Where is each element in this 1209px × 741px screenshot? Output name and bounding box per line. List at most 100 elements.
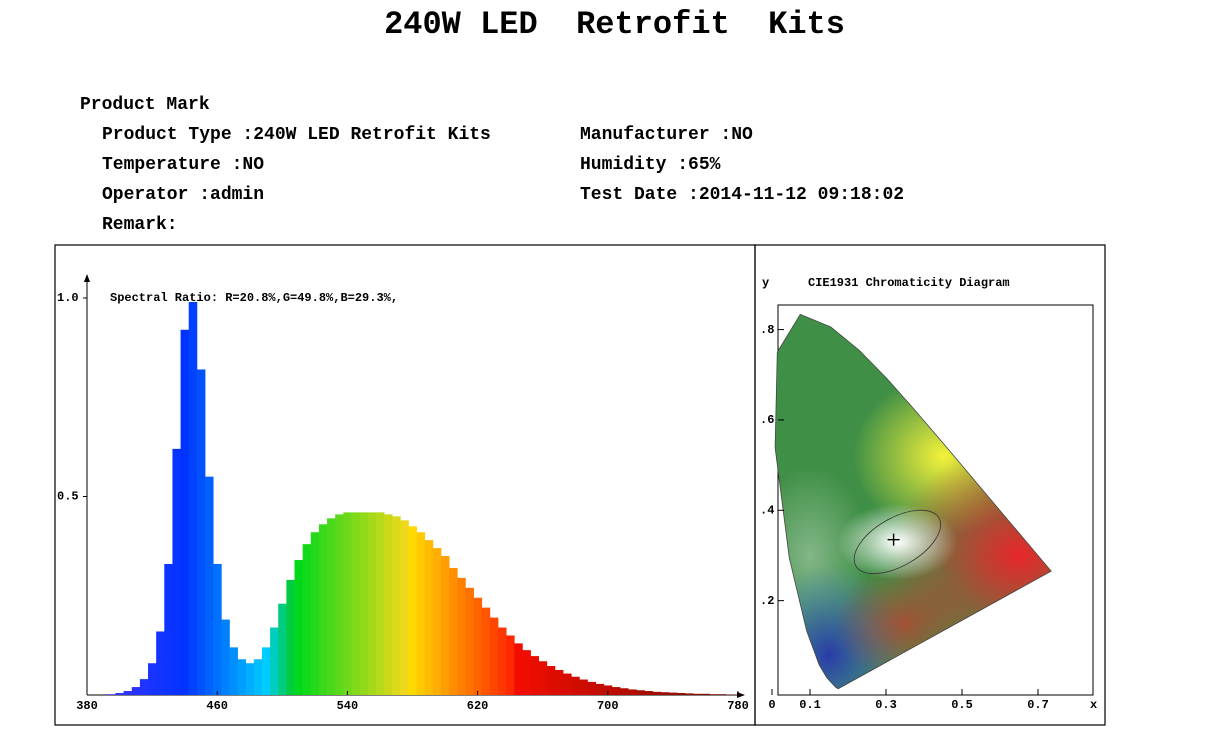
- spectrum-bar: [685, 693, 694, 695]
- spectrum-bar: [538, 661, 548, 695]
- x-tick-label: 780: [727, 699, 749, 713]
- spectrum-bar: [172, 448, 181, 695]
- section-heading: Product Mark: [80, 95, 210, 115]
- field: Temperature :NO: [102, 155, 265, 175]
- spectrum-bar: [465, 587, 474, 695]
- spectrum-bar: [392, 516, 401, 695]
- x-tick-label: 0.5: [951, 698, 973, 712]
- spectrum-bar: [327, 518, 336, 695]
- field: Humidity :65%: [580, 155, 721, 175]
- spectrum-bar: [579, 679, 588, 695]
- spectrum-bar: [652, 691, 662, 695]
- spectrum-bar: [554, 669, 564, 695]
- spectrum-bar: [384, 514, 393, 695]
- field: Product Type :240W LED Retrofit Kits: [102, 125, 491, 145]
- spectrum-bar: [221, 619, 230, 695]
- spectrum-bar: [164, 563, 173, 695]
- spectrum-bar: [229, 647, 238, 695]
- field: Manufacturer :NO: [580, 125, 753, 145]
- spectrum-bar: [237, 659, 247, 695]
- spectrum-bar: [107, 694, 116, 695]
- x-tick-label: 380: [76, 699, 98, 713]
- spectrum-bar: [302, 544, 312, 695]
- spectrum-bar: [595, 683, 605, 695]
- y-tick-label: .2: [760, 594, 774, 608]
- report-title: 240W LED Retrofit Kits: [384, 6, 845, 43]
- spectrum-bar: [196, 369, 206, 695]
- spectrum-bar: [400, 520, 409, 695]
- spectrum-bar: [489, 617, 499, 695]
- x-tick-label: 0.7: [1027, 698, 1049, 712]
- spectrum-bar: [335, 514, 344, 695]
- spectrum-bar: [213, 563, 222, 695]
- spectrum-bar: [522, 650, 531, 695]
- spectrum-bar: [310, 532, 320, 695]
- spectrum-bar: [188, 301, 198, 695]
- spectrum-bar: [497, 627, 507, 695]
- spectrum-bar: [261, 647, 271, 695]
- x-axis-label: x: [1090, 698, 1097, 712]
- spectrum-bar: [546, 666, 556, 695]
- y-axis-label: y: [762, 276, 769, 290]
- x-tick-label: 0.3: [875, 698, 897, 712]
- spectrum-bar: [408, 526, 417, 695]
- spectrum-bar: [571, 676, 580, 695]
- cie-white: [837, 503, 958, 580]
- spectrum-bar: [148, 663, 157, 695]
- spectrum-bar: [294, 560, 304, 695]
- spectrum-bar: [603, 685, 613, 695]
- spectrum-bar: [270, 627, 279, 695]
- spectrum-bar: [375, 512, 385, 695]
- spectrum-bar: [628, 689, 637, 695]
- x-tick-label: 0.1: [799, 698, 821, 712]
- spectrum-bar: [449, 567, 458, 695]
- spectrum-bar: [424, 540, 434, 695]
- spectrum-bar: [676, 693, 686, 695]
- y-tick-label: 1.0: [57, 291, 79, 305]
- spectrum-bar: [644, 691, 653, 695]
- spectrum-bar: [530, 656, 540, 695]
- spectrum-bar: [156, 631, 165, 695]
- spectrum-bar: [660, 692, 670, 695]
- x-tick-label: 700: [597, 699, 619, 713]
- spectrum-bar: [611, 687, 621, 695]
- spectrum-bar: [343, 512, 352, 695]
- spectrum-bar: [359, 512, 369, 695]
- y-tick-label: .8: [760, 323, 774, 337]
- spectrum-bar: [432, 548, 442, 695]
- spectrum-bar: [131, 687, 141, 695]
- spectrum-bar: [416, 532, 426, 695]
- spectrum-bar: [180, 329, 190, 695]
- spectrum-bar: [563, 673, 572, 695]
- spectrum-bar: [318, 524, 328, 695]
- spectrum-bar: [139, 679, 149, 695]
- spectrum-bar: [278, 603, 287, 695]
- spectrum-bar: [245, 663, 255, 695]
- spectrum-bar: [115, 693, 125, 695]
- cie-colors: [775, 314, 1052, 689]
- x-tick-label: 460: [206, 699, 228, 713]
- spectrum-bar: [123, 691, 133, 695]
- white-region: [853, 509, 942, 575]
- spectrum-bar: [440, 556, 450, 695]
- spectrum-bar: [481, 607, 491, 695]
- x-tick-label: 0: [768, 698, 775, 712]
- cie-frame: [754, 244, 1106, 726]
- cie-pink: [835, 563, 975, 684]
- chromaticity-point: [887, 533, 900, 546]
- y-tick-label: .4: [760, 503, 774, 517]
- spectrum-bar: [204, 476, 214, 695]
- y-axis-arrow: [84, 274, 90, 282]
- spectrum-bar: [473, 597, 483, 695]
- cie-plot-box: [777, 304, 1094, 696]
- spectrum-bar: [668, 692, 678, 695]
- spectrum-bar: [709, 694, 719, 695]
- x-tick-label: 620: [467, 699, 489, 713]
- spectrum-bar: [253, 659, 263, 695]
- annotation: Spectral Ratio: R=20.8%,G=49.8%,B=29.3%,: [110, 291, 398, 305]
- cie-locus: [774, 313, 1052, 690]
- spectrum-bar: [514, 643, 523, 695]
- spectrum-bar: [620, 688, 629, 695]
